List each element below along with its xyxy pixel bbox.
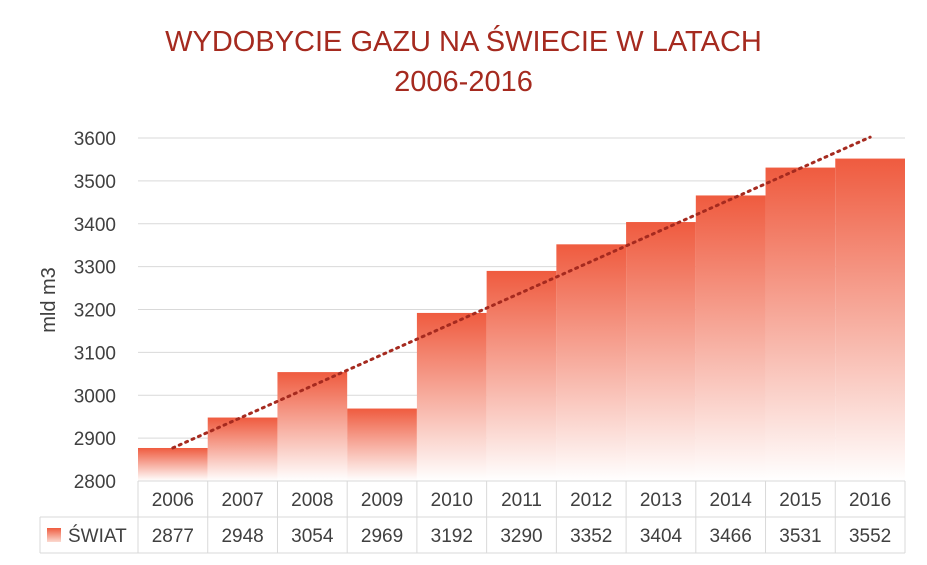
x-tick-label: 2014 [710,490,753,511]
data-label: 3404 [640,526,683,547]
chart-title-line-2: 2006-2016 [394,66,533,98]
y-tick-label: 2900 [74,429,116,450]
bar [626,222,696,481]
data-label: 3552 [849,526,891,547]
y-tick-label: 3100 [74,343,116,364]
bar [416,312,487,481]
y-axis: 2800 2900 3000 3100 3200 3300 3400 3500 3600 [74,129,116,493]
x-tick-label: 2009 [361,490,403,511]
x-tick-label: 2007 [221,490,263,511]
data-label: 3466 [710,526,752,547]
bar [556,244,627,481]
y-axis-label: mld m3 [38,267,60,333]
x-tick-label: 2013 [640,490,682,511]
trendline-group [171,135,872,450]
y-tick-label: 3600 [74,129,116,150]
data-label: 3054 [291,526,334,547]
data-label: 2969 [361,526,403,547]
data-label: 2948 [221,526,263,547]
data-table: 2006 2877 2007 2948 2008 3054 2009 2969 2010 3192… [39,480,906,554]
data-label: 3290 [500,526,542,547]
y-tick-label: 3400 [74,215,116,236]
x-tick-label: 2015 [779,490,821,511]
y-tick-label: 3500 [74,172,116,193]
bar [486,270,557,481]
legend-series-name: ŚWIAT [68,525,127,547]
data-label: 3531 [779,526,821,547]
bars [138,158,905,482]
chart-title: WYDOBYCIE GAZU NA ŚWIECIE W LATACH 2006-… [0,22,927,102]
x-tick-label: 2006 [152,490,194,511]
x-tick-label: 2012 [570,490,612,511]
x-tick-label: 2011 [501,490,542,511]
trendline [171,135,872,450]
y-tick-label: 3300 [74,258,116,279]
data-label: 3352 [570,526,612,547]
y-tick-label: 3200 [74,301,116,322]
data-label: 3192 [431,526,473,547]
bar [765,167,836,482]
y-tick-label: 2800 [74,472,116,493]
bar [277,372,348,481]
bar [695,195,766,481]
legend-swatch [47,528,61,542]
x-tick-label: 2016 [849,490,891,511]
x-tick-label: 2010 [431,490,473,511]
bar [347,408,417,481]
bar [138,447,208,481]
data-label: 2877 [152,526,194,547]
y-tick-label: 3000 [74,386,116,407]
bar [835,158,905,481]
chart-title-line-1: WYDOBYCIE GAZU NA ŚWIECIE W LATACH [165,26,762,58]
x-tick-label: 2008 [291,490,333,511]
